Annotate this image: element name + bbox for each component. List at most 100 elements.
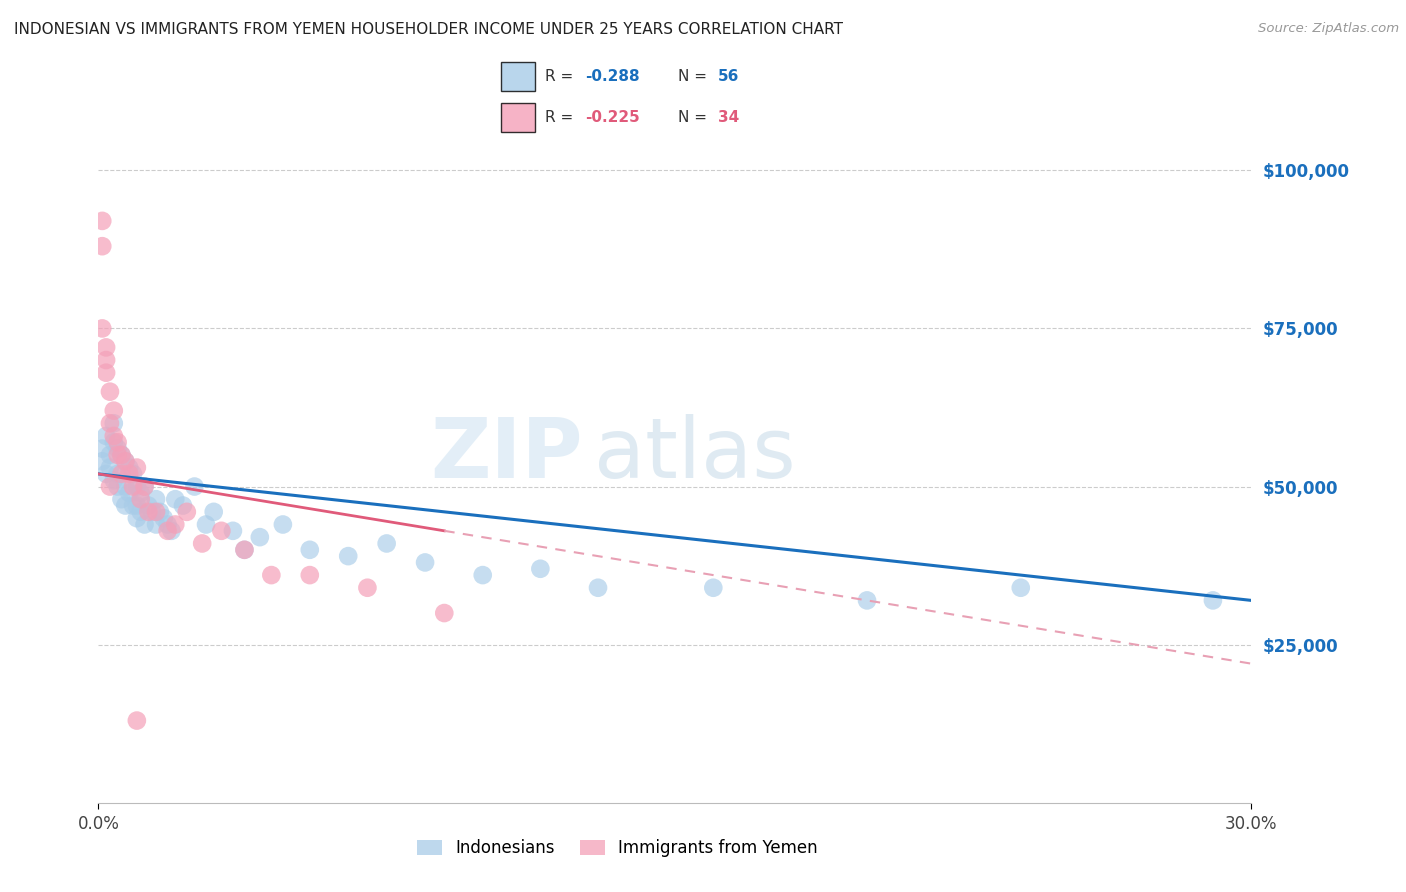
- Point: [107, 435, 129, 450]
- Point: [98, 479, 121, 493]
- Point: [298, 542, 321, 557]
- Point: [91, 239, 114, 253]
- Text: N =: N =: [678, 70, 711, 84]
- Point: [107, 442, 129, 456]
- Point: [138, 499, 160, 513]
- FancyBboxPatch shape: [502, 103, 536, 132]
- Point: [110, 492, 132, 507]
- Point: [356, 581, 378, 595]
- Point: [94, 340, 117, 354]
- Point: [118, 460, 141, 475]
- Point: [114, 479, 136, 493]
- Point: [114, 499, 136, 513]
- Point: [103, 435, 125, 450]
- Text: 34: 34: [718, 111, 740, 125]
- Point: [94, 467, 117, 481]
- Point: [176, 505, 198, 519]
- Legend: Indonesians, Immigrants from Yemen: Indonesians, Immigrants from Yemen: [411, 833, 824, 864]
- Point: [94, 353, 117, 368]
- Point: [91, 321, 114, 335]
- Point: [260, 568, 283, 582]
- Text: Source: ZipAtlas.com: Source: ZipAtlas.com: [1258, 22, 1399, 36]
- Point: [222, 524, 245, 538]
- Point: [165, 492, 187, 507]
- Text: -0.225: -0.225: [585, 111, 640, 125]
- Point: [145, 505, 167, 519]
- Point: [298, 568, 321, 582]
- Point: [91, 454, 114, 468]
- Point: [125, 511, 148, 525]
- Point: [129, 492, 152, 507]
- Text: R =: R =: [544, 70, 578, 84]
- Text: INDONESIAN VS IMMIGRANTS FROM YEMEN HOUSEHOLDER INCOME UNDER 25 YEARS CORRELATIO: INDONESIAN VS IMMIGRANTS FROM YEMEN HOUS…: [14, 22, 844, 37]
- Point: [138, 505, 160, 519]
- Point: [98, 448, 121, 462]
- Point: [118, 467, 141, 481]
- Point: [125, 479, 148, 493]
- Point: [233, 542, 256, 557]
- Point: [856, 593, 879, 607]
- Point: [134, 479, 156, 493]
- Point: [191, 536, 214, 550]
- Point: [160, 524, 183, 538]
- Point: [118, 486, 141, 500]
- Point: [91, 442, 114, 456]
- Point: [103, 403, 125, 417]
- Point: [209, 524, 232, 538]
- Point: [145, 492, 167, 507]
- Point: [103, 473, 125, 487]
- Point: [122, 467, 145, 481]
- Text: 56: 56: [718, 70, 740, 84]
- Point: [110, 467, 132, 481]
- Point: [94, 429, 117, 443]
- Point: [134, 479, 156, 493]
- Point: [156, 524, 179, 538]
- Point: [1010, 581, 1032, 595]
- Point: [91, 214, 114, 228]
- Point: [110, 448, 132, 462]
- Point: [122, 499, 145, 513]
- Point: [107, 448, 129, 462]
- Text: -0.288: -0.288: [585, 70, 640, 84]
- Point: [125, 460, 148, 475]
- Point: [375, 536, 398, 550]
- Text: N =: N =: [678, 111, 711, 125]
- Point: [129, 486, 152, 500]
- Text: R =: R =: [544, 111, 578, 125]
- Point: [172, 499, 194, 513]
- Point: [433, 606, 456, 620]
- Point: [337, 549, 360, 563]
- Point: [145, 517, 167, 532]
- Point: [413, 556, 436, 570]
- Point: [202, 505, 225, 519]
- Point: [98, 384, 121, 399]
- Point: [125, 714, 148, 728]
- Point: [195, 517, 218, 532]
- Point: [107, 479, 129, 493]
- Point: [586, 581, 609, 595]
- Point: [152, 511, 174, 525]
- Point: [271, 517, 294, 532]
- Point: [125, 499, 148, 513]
- Point: [149, 505, 172, 519]
- Point: [165, 517, 187, 532]
- Point: [134, 517, 156, 532]
- Point: [94, 366, 117, 380]
- Point: [103, 429, 125, 443]
- Point: [103, 417, 125, 431]
- Point: [141, 505, 163, 519]
- Point: [183, 479, 205, 493]
- Point: [156, 517, 179, 532]
- Point: [471, 568, 494, 582]
- Point: [249, 530, 271, 544]
- Point: [98, 417, 121, 431]
- Text: atlas: atlas: [595, 415, 796, 495]
- Point: [702, 581, 724, 595]
- Point: [114, 454, 136, 468]
- Point: [529, 562, 551, 576]
- Point: [110, 448, 132, 462]
- Point: [114, 454, 136, 468]
- Point: [1202, 593, 1225, 607]
- Point: [129, 505, 152, 519]
- Point: [233, 542, 256, 557]
